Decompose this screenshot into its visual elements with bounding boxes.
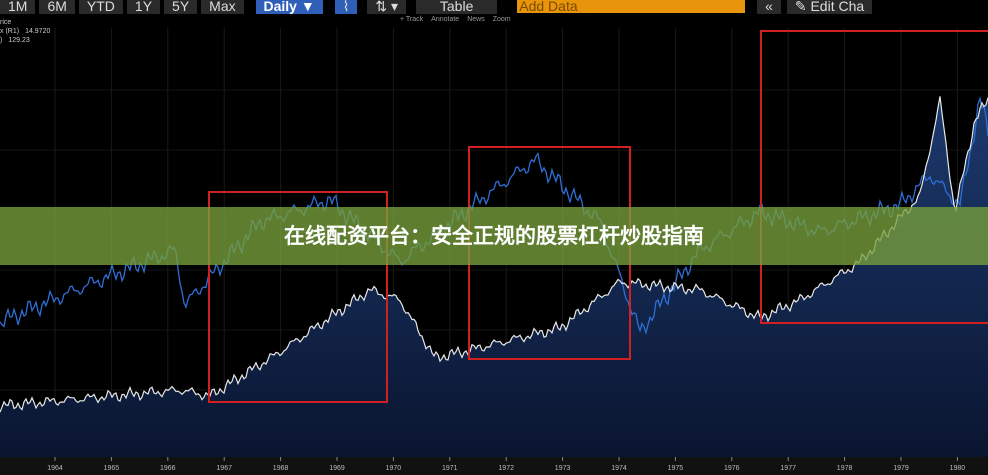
style-button[interactable]: ⇅ ▾ bbox=[367, 0, 406, 14]
price-line bbox=[0, 96, 988, 413]
range-button[interactable]: 5Y bbox=[164, 0, 198, 14]
x-tick-label: 1976 bbox=[724, 465, 740, 472]
banner: 在线配资平台：安全正规的股票杠杆炒股指南 bbox=[0, 207, 988, 265]
x-tick-label: 1974 bbox=[611, 465, 627, 472]
tool-button[interactable]: News bbox=[467, 16, 485, 23]
x-tick-label: 1975 bbox=[668, 465, 684, 472]
x-axis-bar bbox=[0, 457, 988, 475]
x-tick-label: 1980 bbox=[950, 465, 966, 472]
range-button[interactable]: 6M bbox=[39, 0, 75, 14]
edit-button[interactable]: ✎ Edit Cha bbox=[786, 0, 873, 14]
price-area bbox=[0, 96, 988, 458]
legend-name: ) bbox=[0, 37, 3, 44]
x-tick-label: 1971 bbox=[442, 465, 458, 472]
legend-name: rice bbox=[0, 19, 12, 26]
x-tick-label: 1967 bbox=[216, 465, 232, 472]
range-button[interactable]: 1Y bbox=[126, 0, 161, 14]
tool-row: + Track Annotate News Zoom bbox=[400, 16, 519, 23]
x-tick-label: 1964 bbox=[47, 465, 63, 472]
x-tick-label: 1966 bbox=[160, 465, 176, 472]
legend: rice x (R1) 14.9720) 129.23 bbox=[0, 18, 50, 45]
x-tick-label: 1965 bbox=[104, 465, 120, 472]
table-button[interactable]: Table bbox=[415, 0, 498, 14]
legend-value: 14.9720 bbox=[25, 28, 51, 35]
legend-row: rice bbox=[0, 18, 50, 27]
x-tick-label: 1972 bbox=[498, 465, 514, 472]
collapse-button[interactable]: « bbox=[757, 0, 781, 14]
range-button[interactable]: YTD bbox=[78, 0, 123, 14]
tool-button[interactable]: Annotate bbox=[431, 16, 460, 23]
highlight-box bbox=[208, 191, 388, 403]
legend-row: ) 129.23 bbox=[0, 36, 50, 45]
add-data-input[interactable]: Add Data bbox=[517, 0, 746, 13]
x-tick-label: 1978 bbox=[837, 465, 853, 472]
toolbar: 1M 6M YTD 1Y 5Y Max Daily ▼ ⌇ ⇅ ▾ Table Add D… bbox=[0, 0, 873, 15]
highlight-box bbox=[760, 30, 988, 324]
edit-label: Edit Cha bbox=[810, 0, 865, 14]
tool-button[interactable]: + Track bbox=[400, 16, 424, 23]
range-button[interactable]: 1M bbox=[0, 0, 36, 14]
interval-button[interactable]: Daily ▼ bbox=[255, 0, 323, 14]
legend-value: 129.23 bbox=[8, 37, 30, 44]
legend-row: x (R1) 14.9720 bbox=[0, 27, 50, 36]
x-tick-label: 1969 bbox=[329, 465, 345, 472]
legend-name: x (R1) bbox=[0, 28, 20, 35]
x-axis: 1964 1965 1966 1967 1968 1969 1970 1971 1972 1973… bbox=[47, 457, 965, 472]
x-tick-label: 1970 bbox=[386, 465, 402, 472]
range-button[interactable]: Max bbox=[201, 0, 244, 14]
x-tick-label: 1968 bbox=[273, 465, 289, 472]
chart-type-button[interactable]: ⌇ bbox=[334, 0, 358, 14]
tool-button[interactable]: Zoom bbox=[492, 16, 511, 23]
x-tick-label: 1979 bbox=[893, 465, 909, 472]
x-tick-label: 1973 bbox=[555, 465, 571, 472]
x-tick-label: 1977 bbox=[780, 465, 796, 472]
